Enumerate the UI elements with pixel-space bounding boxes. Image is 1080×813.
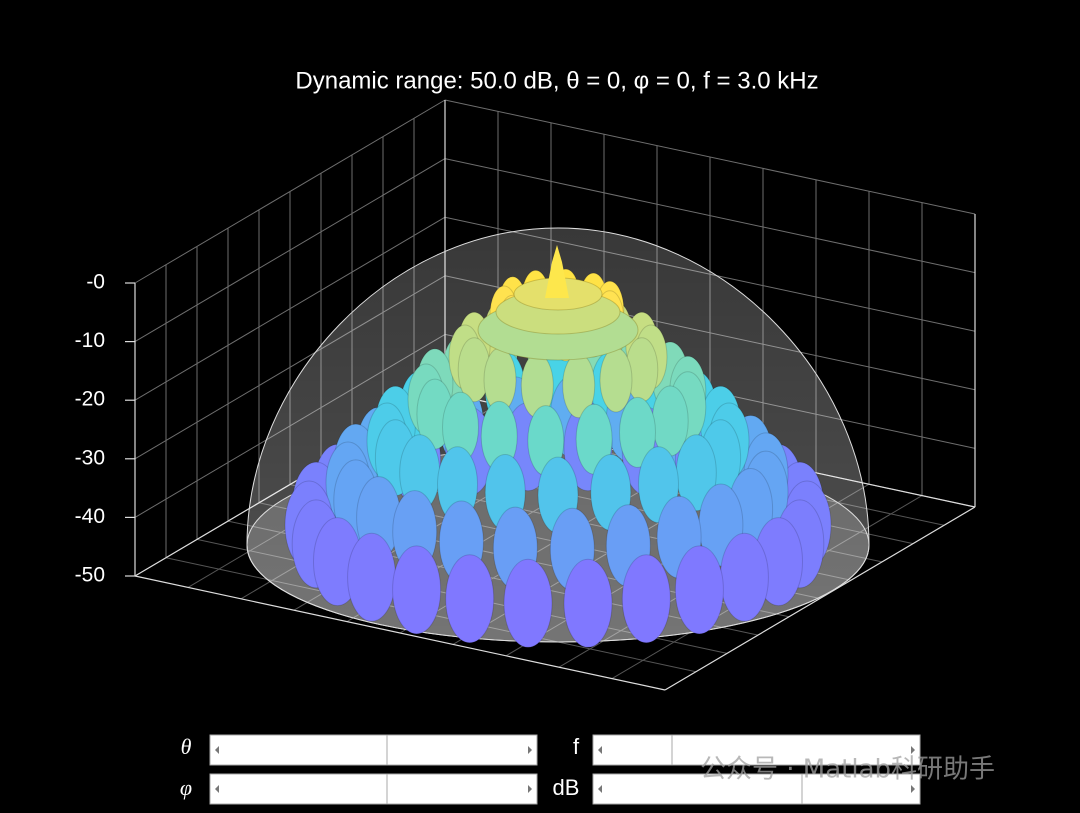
z-tick-label: -30 xyxy=(75,446,105,469)
z-tick-label: -20 xyxy=(75,388,105,411)
grid-line xyxy=(134,158,446,343)
grid-line xyxy=(134,216,446,401)
lobe xyxy=(347,532,397,622)
lobe xyxy=(445,554,495,644)
z-tick-label: -0 xyxy=(86,271,105,294)
lobe xyxy=(392,545,442,635)
lobe xyxy=(563,558,613,648)
lobe xyxy=(503,558,553,648)
slider-label: θ xyxy=(181,734,192,759)
slider[interactable] xyxy=(592,773,921,805)
axis-line xyxy=(134,575,666,691)
axis-line xyxy=(664,506,976,691)
lobe xyxy=(621,554,671,644)
watermark: 公众号 · Matlab科研助手 xyxy=(700,755,995,785)
peak xyxy=(545,245,569,298)
lobe xyxy=(599,347,633,413)
z-tick-label: -10 xyxy=(75,329,105,352)
chart-title: Dynamic range: 50.0 dB, θ = 0, φ = 0, f … xyxy=(295,67,818,94)
slider-label: φ xyxy=(180,775,192,800)
slider[interactable] xyxy=(209,773,538,805)
slider[interactable] xyxy=(592,734,921,766)
grid-line xyxy=(134,99,446,284)
axes: -50 -40 -30 -20 -10 -0 xyxy=(75,99,976,691)
slider-label: dB xyxy=(553,775,580,800)
controls: θ φ f dB xyxy=(180,734,921,805)
lobe xyxy=(619,396,656,468)
z-tick-label: -50 xyxy=(75,564,105,587)
lobe xyxy=(719,532,769,622)
grid-line xyxy=(444,158,976,274)
slider-label: f xyxy=(573,734,580,759)
lobe xyxy=(674,545,724,635)
grid-line xyxy=(444,99,976,215)
slider[interactable] xyxy=(209,734,538,766)
z-tick-label: -40 xyxy=(75,505,105,528)
